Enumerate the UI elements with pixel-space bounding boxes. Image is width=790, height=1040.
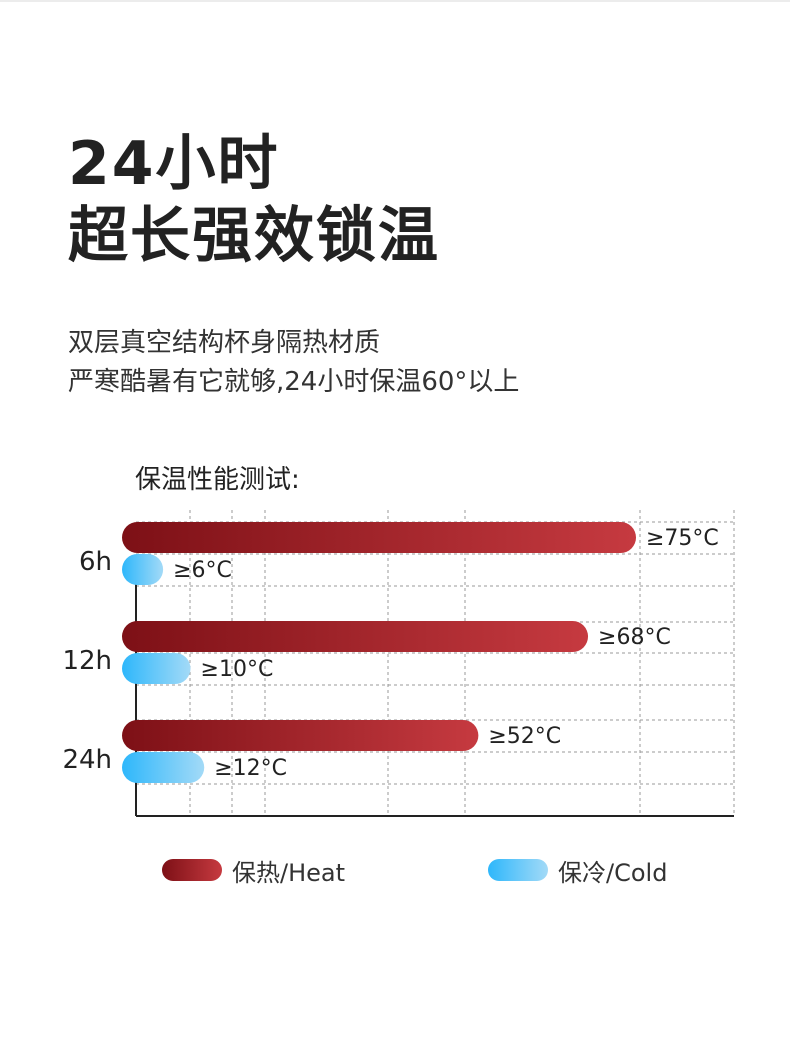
legend-cold: 保冷/Cold <box>488 855 668 887</box>
headline: 24小时 超长强效锁温 <box>68 128 440 272</box>
category-label: 24h <box>62 745 112 775</box>
legend-cold-swatch <box>488 859 548 881</box>
legend-heat-swatch <box>162 859 222 881</box>
subtitle: 双层真空结构杯身隔热材质 严寒酷暑有它就够,24小时保温60°以上 <box>68 324 519 402</box>
bar-heat <box>122 720 479 751</box>
top-divider <box>0 0 790 2</box>
legend-heat: 保热/Heat <box>162 855 346 887</box>
temperature-bar-chart: 6h ≥75°C ≥6°C 12h ≥68°C ≥10°C 24h ≥52°C ≥12°C <box>62 510 735 817</box>
bar-heat <box>122 522 636 553</box>
subtitle-line-1: 双层真空结构杯身隔热材质 <box>68 328 381 358</box>
bar-heat <box>122 621 589 652</box>
data-label-cold: ≥10°C <box>201 657 274 682</box>
subtitle-line-2: 严寒酷暑有它就够,24小时保温60°以上 <box>68 367 520 397</box>
category-label: 12h <box>62 646 112 676</box>
bar-cold <box>122 554 164 585</box>
headline-line-2: 超长强效锁温 <box>68 201 440 271</box>
category-label: 6h <box>79 547 112 577</box>
data-label-heat: ≥52°C <box>488 724 561 749</box>
legend-cold-label: 保冷/Cold <box>558 858 668 887</box>
legend-heat-label: 保热/Heat <box>232 858 346 887</box>
bar-cold <box>122 752 205 783</box>
bar-cold <box>122 653 191 684</box>
data-label-heat: ≥75°C <box>646 526 719 551</box>
data-label-heat: ≥68°C <box>598 625 671 650</box>
headline-line-1: 24小时 <box>68 129 280 199</box>
data-label-cold: ≥12°C <box>214 756 287 781</box>
data-label-cold: ≥6°C <box>173 558 232 583</box>
chart-title: 保温性能测试: <box>135 465 300 495</box>
